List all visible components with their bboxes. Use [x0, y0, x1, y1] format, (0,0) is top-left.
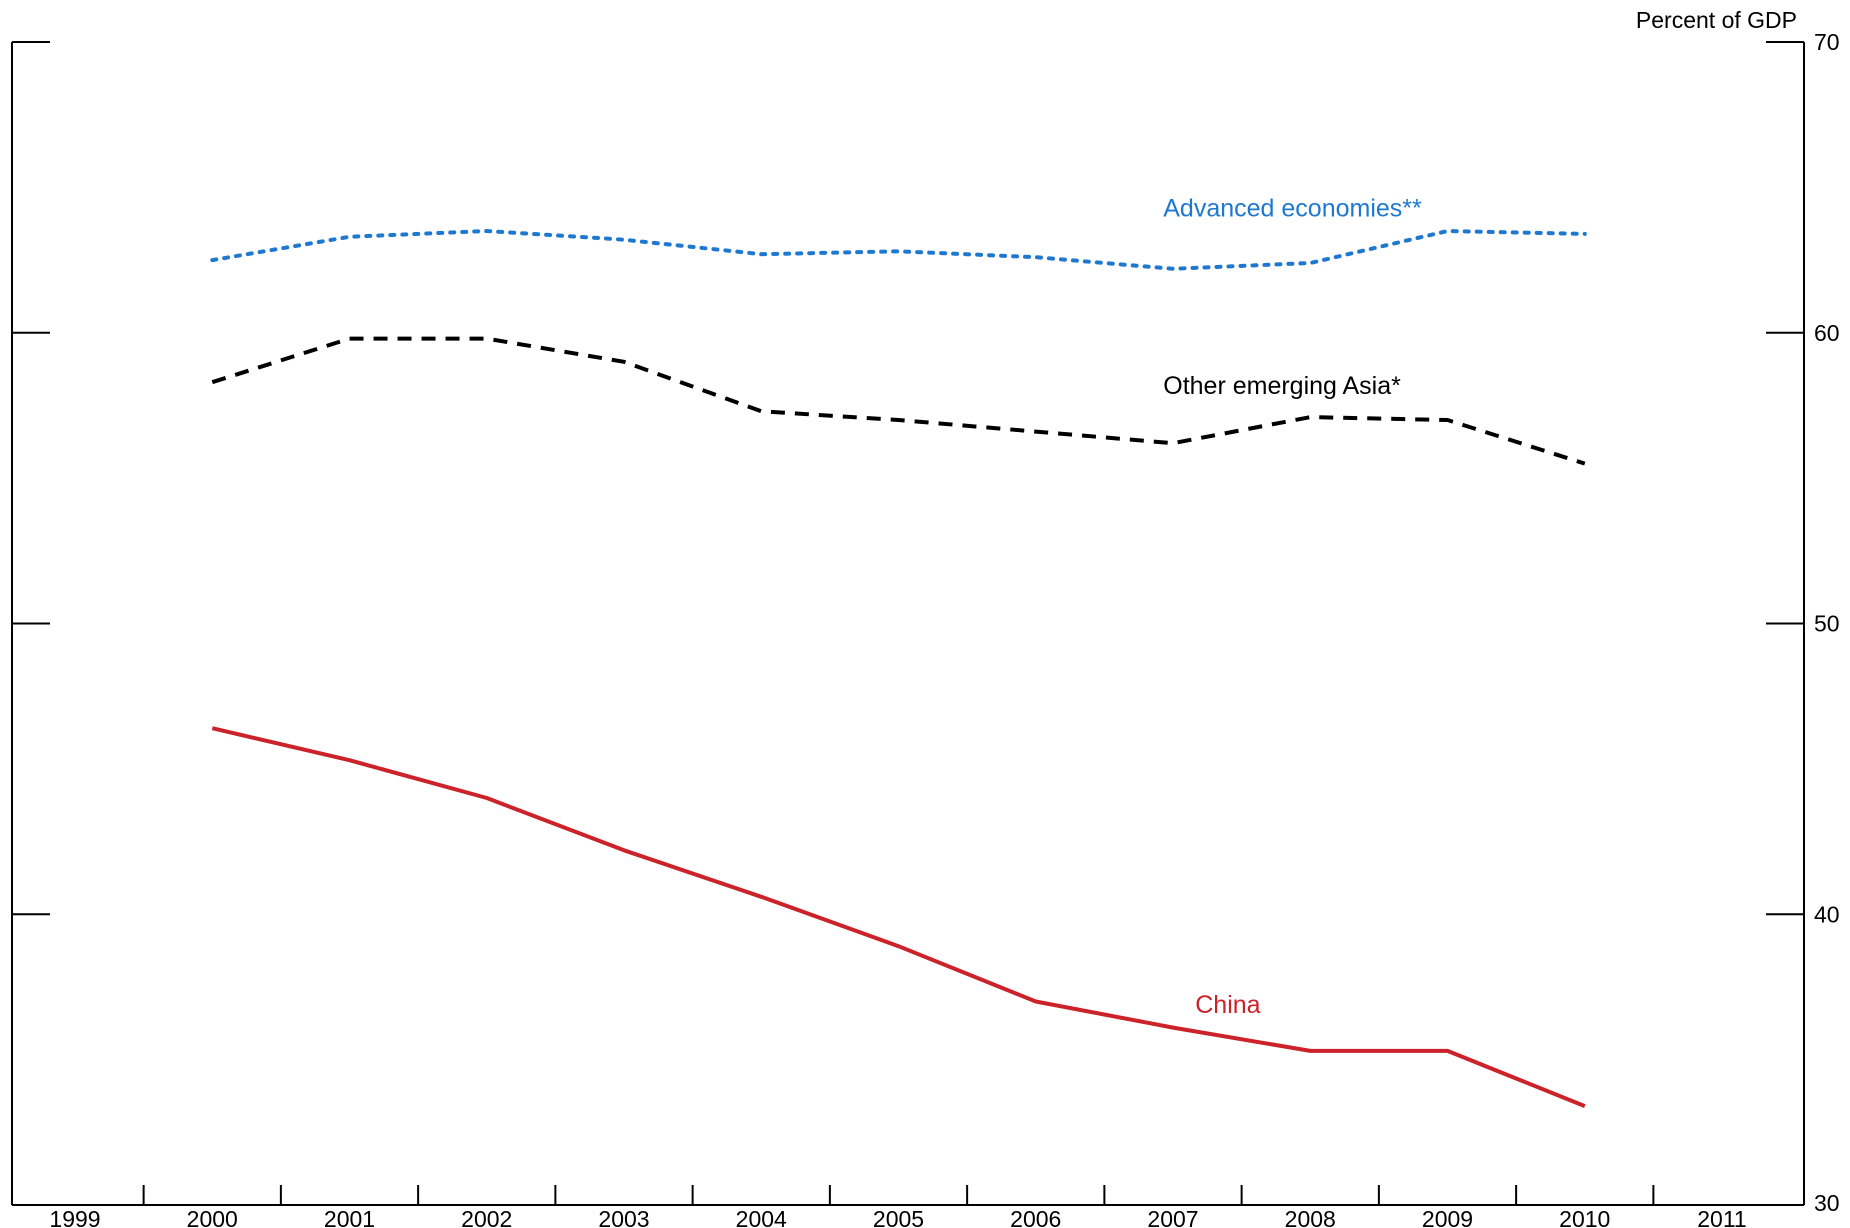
series-line-advanced-economies: [210, 229, 1587, 271]
x-tick-label: 2004: [736, 1206, 787, 1228]
x-tick-label: 2001: [324, 1206, 375, 1228]
x-tick-label: 2002: [461, 1206, 512, 1228]
x-tick-label: 2003: [598, 1206, 649, 1228]
series-label: Other emerging Asia*: [1163, 372, 1401, 400]
x-tick-label: 2006: [1010, 1206, 1061, 1228]
series-labels: Advanced economies** Other emerging Asia*…: [1163, 194, 1422, 1019]
x-tick-label: 1999: [49, 1206, 100, 1228]
series-line-china: [211, 726, 1586, 1108]
x-tick-label: 2011: [1697, 1206, 1746, 1228]
series-label: Advanced economies**: [1163, 194, 1422, 222]
y-tick-label: 40: [1814, 901, 1840, 927]
x-tick-label: 2005: [873, 1206, 924, 1228]
x-tick-label: 2009: [1422, 1206, 1473, 1228]
y-tick-label: 50: [1814, 611, 1840, 637]
y-axis: 30 40 50 60 70: [12, 29, 1840, 1216]
x-tick-label: 2008: [1285, 1206, 1336, 1228]
x-tick-label: 2010: [1559, 1206, 1610, 1228]
y-tick-label: 60: [1814, 320, 1840, 346]
y-tick-label: 30: [1814, 1190, 1840, 1216]
x-axis: 1999 2000 2001 2002 2003 2004 2005 2006 2007 2008…: [49, 1185, 1747, 1228]
series-label: China: [1195, 991, 1260, 1019]
x-tick-label: 2000: [187, 1206, 238, 1228]
plot-frame: [11, 42, 1805, 1206]
series-lines: [210, 229, 1587, 1108]
x-tick-label: 2007: [1147, 1206, 1198, 1228]
y-tick-label: 70: [1814, 29, 1840, 55]
series-line-other-emerging-asia: [211, 336, 1586, 466]
y-axis-unit-label: Percent of GDP: [1636, 7, 1797, 33]
